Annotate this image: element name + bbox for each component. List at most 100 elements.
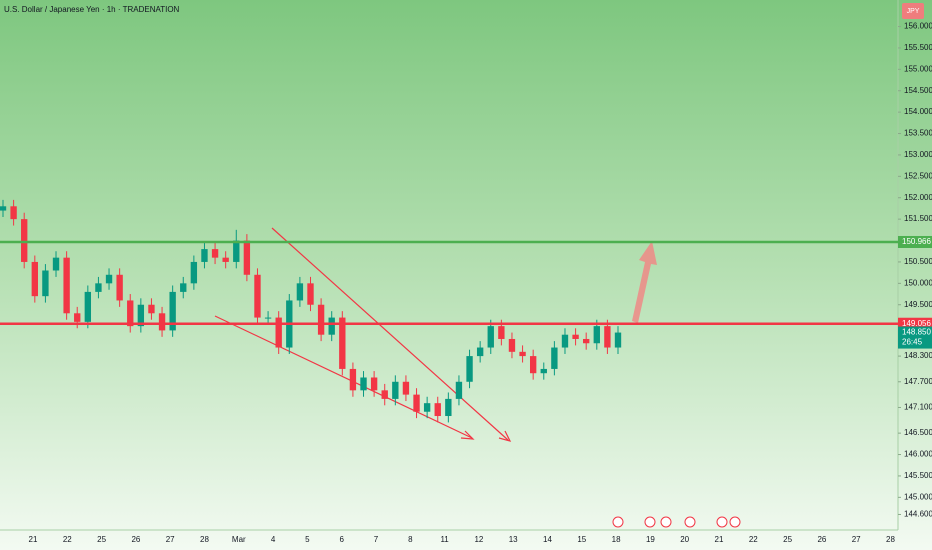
candle-body [31,261,38,297]
x-tick-label: 27 [166,535,175,544]
x-tick-label: 14 [543,535,552,544]
candle-body [95,283,102,292]
level-label: 149.056 [902,319,931,328]
candle-body [339,317,346,369]
candle-body [392,381,399,399]
x-tick-label: 22 [749,535,758,544]
candle-body [402,381,410,395]
currency-label: JPY [907,8,920,15]
y-tick-label: 146.000 [904,450,932,459]
candle-body [445,398,452,417]
x-tick-label: 21 [715,535,724,544]
candle-body [148,304,155,314]
currency-badge[interactable] [902,3,924,19]
x-tick-label: 25 [783,535,792,544]
candle-body [275,317,282,348]
x-tick-label: 13 [509,535,518,544]
x-tick-label: 20 [680,535,689,544]
candle-body [572,334,579,339]
candle-body [201,249,208,262]
x-tick-label: 26 [817,535,826,544]
y-tick-label: 154.000 [904,107,932,116]
candle-body [487,326,494,348]
x-tick-label: 21 [29,535,38,544]
candle-body [158,313,166,331]
candle-body [614,332,622,348]
y-tick-label: 145.000 [904,492,932,501]
candle-body [10,206,17,220]
y-tick-label: 151.500 [904,214,932,223]
x-tick-label: 11 [440,535,449,544]
candle-body [211,249,219,258]
x-tick-label: 19 [646,535,655,544]
countdown-label: 26:45 [902,338,923,347]
candle-body [604,326,611,348]
projection-arrow [632,241,657,323]
level-badge [898,235,932,248]
x-tick-label: 4 [271,535,276,544]
candle-body [455,381,463,399]
candle-body [519,351,526,357]
y-tick-label: 150.000 [904,278,932,287]
candle-body [508,338,516,352]
y-tick-label: 155.500 [904,43,932,52]
y-tick-label: 144.600 [904,510,932,519]
candle-body [42,270,49,297]
y-tick-label: 149.500 [904,300,932,309]
y-tick-label: 152.000 [904,193,932,202]
candle-body [74,313,81,322]
candle-body [593,326,600,344]
last-price-badge [898,326,932,349]
candle-body [137,304,145,327]
candle-body [466,356,473,382]
candle-body [0,206,7,211]
y-tick-label: 147.100 [904,403,932,412]
y-tick-label: 146.500 [904,428,932,437]
candle-body [222,257,229,262]
candle-body [423,403,431,412]
candle-body [84,291,92,322]
x-tick-label: Mar [232,535,246,544]
candle-body [296,283,304,301]
candle-body [127,300,134,327]
candle-body [307,283,314,305]
x-tick-label: 28 [200,535,209,544]
candle-body [317,304,325,335]
y-tick-label: 156.000 [904,22,932,31]
candle-body [254,274,261,318]
candle-body [63,257,70,314]
candle-body [370,377,378,391]
candle-body [349,368,357,391]
chart-title: U.S. Dollar / Japanese Yen · 1h · TRADEN… [4,5,180,14]
y-tick-label: 150.500 [904,257,932,266]
candle-body [498,326,505,339]
x-tick-label: 12 [474,535,483,544]
candle-body [583,338,590,344]
candle-body [233,240,240,262]
candle-body [413,394,420,412]
x-tick-label: 27 [852,535,861,544]
candle-body [360,377,367,391]
x-tick-label: 6 [339,535,344,544]
y-tick-label: 155.000 [904,64,932,73]
y-tick-label: 153.000 [904,150,932,159]
candle-body [52,257,60,271]
x-tick-label: 7 [374,535,379,544]
y-tick-label: 147.700 [904,377,932,386]
level-label: 150.966 [902,237,931,246]
candle-body [540,368,547,374]
x-tick-label: 26 [131,535,140,544]
x-tick-label: 5 [305,535,310,544]
candle-body [180,283,187,292]
y-tick-label: 152.500 [904,171,932,180]
x-tick-label: 8 [408,535,413,544]
x-tick-label: 22 [63,535,72,544]
candle-body [381,390,388,399]
x-tick-label: 15 [577,535,586,544]
y-tick-label: 154.500 [904,86,932,95]
candle-body [243,240,251,275]
event-icons [612,516,741,528]
wedge-drawing [214,227,512,442]
